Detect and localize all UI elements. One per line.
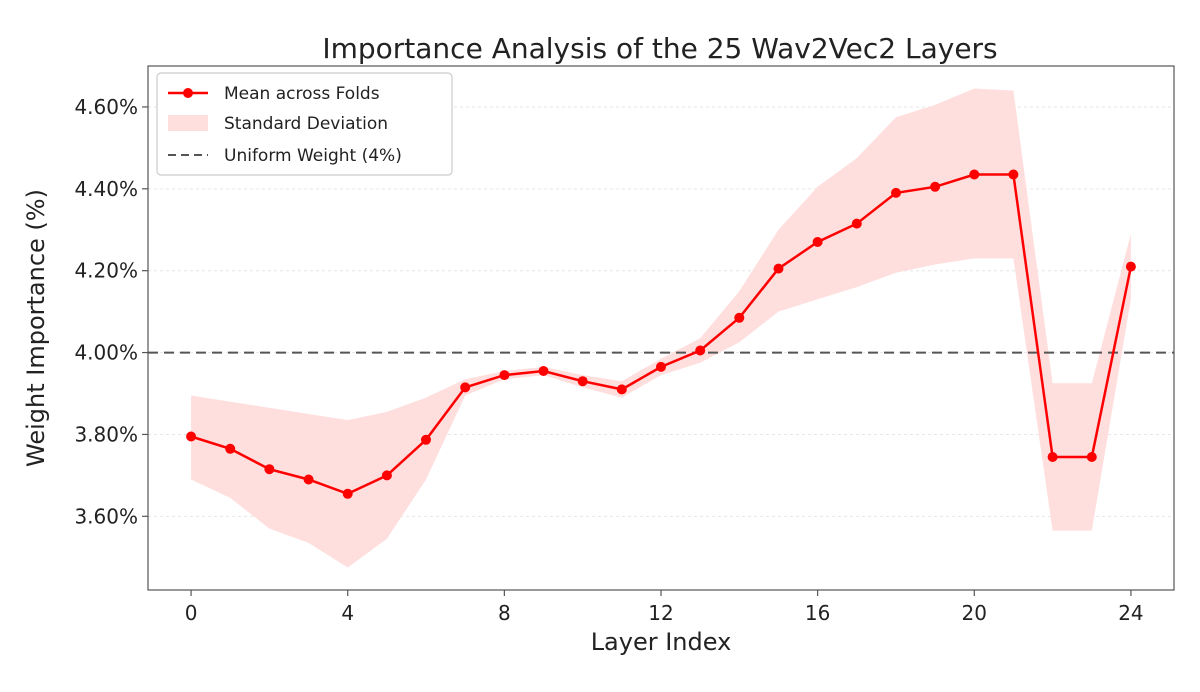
- data-point-layer-6: [421, 434, 431, 445]
- legend-mean-marker: [183, 88, 193, 98]
- data-point-layer-20: [969, 169, 980, 180]
- data-point-layer-7: [460, 382, 471, 393]
- legend-std-swatch: [168, 115, 208, 131]
- data-point-layer-22: [1047, 452, 1058, 462]
- legend-uniform-label: Uniform Weight (4%): [224, 146, 402, 166]
- y-tick-label: 3.60%: [74, 504, 138, 528]
- y-tick-label: 4.60%: [74, 95, 138, 119]
- data-point-layer-3: [303, 474, 314, 485]
- legend: Mean across Folds Standard Deviation Uni…: [156, 72, 453, 176]
- y-tick-label: 3.80%: [74, 422, 138, 446]
- chart-title: Importance Analysis of the 25 Wav2Vec2 L…: [322, 32, 997, 65]
- y-tick-label: 4.40%: [74, 177, 138, 201]
- data-point-layer-2: [264, 464, 275, 475]
- data-point-layer-12: [656, 361, 666, 372]
- data-point-layer-10: [577, 376, 588, 387]
- y-tick-label: 4.20%: [74, 259, 138, 283]
- data-point-layer-11: [616, 384, 627, 395]
- data-point-layer-8: [499, 370, 510, 381]
- data-point-layer-14: [734, 312, 745, 323]
- data-point-layer-0: [186, 431, 197, 442]
- x-tick-label: 24: [1118, 601, 1143, 625]
- y-axis-label: Weight Importance (%): [22, 189, 50, 467]
- data-point-layer-1: [225, 443, 236, 454]
- x-tick-label: 8: [498, 601, 511, 625]
- x-tick-label: 4: [341, 601, 354, 625]
- data-point-layer-21: [1008, 169, 1019, 180]
- data-point-layer-24: [1125, 261, 1136, 272]
- x-tick-label: 0: [185, 601, 198, 625]
- data-point-layer-18: [891, 187, 901, 198]
- data-point-layer-4: [342, 488, 353, 499]
- x-axis-ticks: 0 4 8 12 16 20 24: [185, 590, 1144, 625]
- legend-mean-label: Mean across Folds: [224, 84, 380, 104]
- y-tick-label: 4.00%: [74, 341, 138, 365]
- std-deviation-band: [191, 88, 1131, 568]
- data-point-layer-23: [1086, 452, 1097, 462]
- data-point-layer-17: [851, 218, 862, 229]
- x-tick-label: 16: [805, 601, 830, 625]
- data-point-layer-15: [773, 263, 784, 274]
- y-axis-ticks: 3.60% 3.80% 4.00% 4.20% 4.40% 4.60%: [74, 95, 148, 528]
- x-tick-label: 20: [962, 601, 987, 625]
- x-tick-label: 12: [648, 601, 673, 625]
- mean-points: [186, 169, 1136, 499]
- x-axis-label: Layer Index: [591, 628, 732, 656]
- legend-box: [156, 72, 453, 176]
- data-point-layer-5: [381, 470, 392, 481]
- data-point-layer-13: [695, 345, 706, 356]
- data-point-layer-16: [812, 237, 823, 247]
- data-point-layer-9: [538, 366, 549, 376]
- legend-std-label: Standard Deviation: [224, 114, 388, 134]
- data-point-layer-19: [930, 181, 941, 192]
